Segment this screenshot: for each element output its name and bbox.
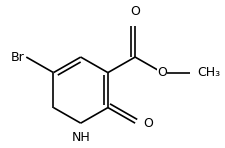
Text: NH: NH [71, 131, 90, 144]
Text: O: O [130, 5, 140, 18]
Text: Br: Br [11, 51, 24, 63]
Text: CH₃: CH₃ [196, 66, 219, 79]
Text: O: O [142, 117, 152, 130]
Text: O: O [157, 66, 166, 79]
